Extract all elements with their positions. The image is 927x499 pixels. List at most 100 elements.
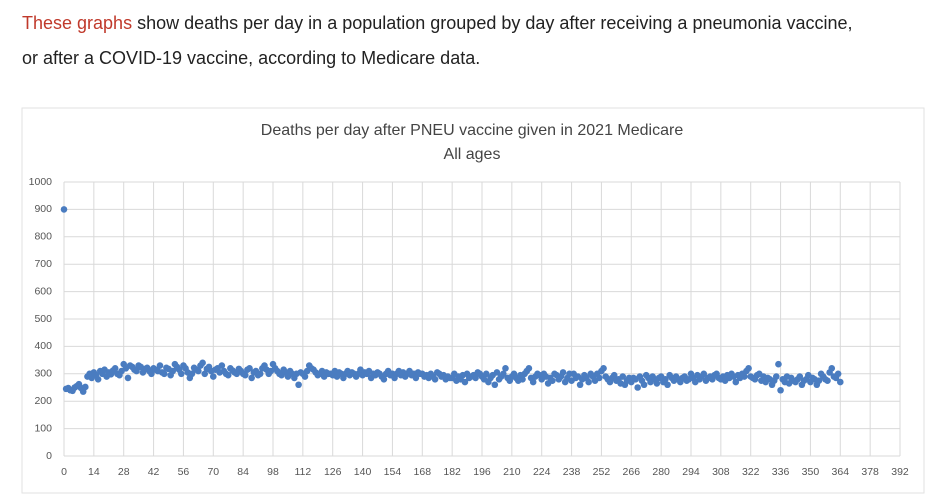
intro-line-2: or after a COVID-19 vaccine, according t… xyxy=(22,48,481,68)
data-point xyxy=(295,381,302,389)
data-point xyxy=(640,381,648,389)
data-point xyxy=(610,371,618,379)
x-tick-label: 154 xyxy=(384,466,402,478)
x-tick-label: 112 xyxy=(294,466,311,478)
data-point xyxy=(461,378,469,386)
data-point xyxy=(502,365,509,372)
data-point xyxy=(828,365,836,372)
data-point xyxy=(169,367,177,375)
data-point xyxy=(218,362,226,369)
data-point xyxy=(836,378,844,386)
data-point xyxy=(124,374,132,382)
data-point xyxy=(796,373,804,380)
data-point xyxy=(834,370,842,378)
x-tick-label: 98 xyxy=(267,466,279,478)
data-point xyxy=(600,365,607,372)
data-point xyxy=(700,370,708,378)
data-point xyxy=(241,371,249,379)
y-tick-label: 200 xyxy=(34,395,52,407)
y-tick-label: 400 xyxy=(34,340,52,352)
intro-text: These graphs show deaths per day in a po… xyxy=(22,6,922,76)
data-point xyxy=(160,370,168,378)
data-point xyxy=(156,362,164,369)
chart-title: Deaths per day after PNEU vaccine given … xyxy=(261,122,684,139)
data-point xyxy=(60,206,68,213)
data-point xyxy=(380,375,388,383)
x-tick-label: 196 xyxy=(473,466,491,478)
x-tick-label: 84 xyxy=(237,466,249,478)
x-tick-label: 252 xyxy=(593,466,611,478)
data-point xyxy=(482,370,490,378)
data-point xyxy=(256,370,264,378)
data-point xyxy=(664,381,671,389)
data-point xyxy=(741,373,748,380)
x-tick-label: 266 xyxy=(623,466,641,478)
chart-subtitle: All ages xyxy=(444,146,501,163)
x-tick-label: 322 xyxy=(742,466,760,478)
x-tick-label: 126 xyxy=(324,466,342,478)
x-tick-label: 28 xyxy=(118,466,130,478)
intro-line-1: show deaths per day in a population grou… xyxy=(132,13,853,33)
data-point xyxy=(199,359,206,367)
y-tick-label: 800 xyxy=(34,231,52,243)
x-tick-label: 280 xyxy=(652,466,670,478)
x-tick-label: 378 xyxy=(861,466,879,478)
x-tick-label: 182 xyxy=(443,466,461,478)
data-point xyxy=(431,375,439,383)
data-point xyxy=(133,367,140,375)
data-point xyxy=(246,365,253,372)
x-tick-label: 168 xyxy=(414,466,432,478)
data-point xyxy=(773,373,780,380)
data-point xyxy=(224,371,232,379)
x-tick-label: 42 xyxy=(148,466,160,478)
chart-frame xyxy=(21,107,925,494)
data-point xyxy=(549,377,556,384)
data-point xyxy=(653,380,661,387)
x-tick-label: 56 xyxy=(178,466,190,478)
x-tick-label: 224 xyxy=(533,466,551,478)
data-point xyxy=(745,365,752,372)
data-point xyxy=(177,370,185,378)
data-point xyxy=(472,374,479,382)
y-tick-label: 900 xyxy=(34,203,52,215)
data-point xyxy=(576,381,584,389)
x-tick-label: 238 xyxy=(563,466,581,478)
data-point xyxy=(634,384,641,391)
data-point xyxy=(662,375,669,383)
data-point xyxy=(209,373,217,380)
data-point xyxy=(195,367,202,375)
x-tick-label: 140 xyxy=(354,466,372,478)
data-point xyxy=(500,370,507,378)
data-point xyxy=(585,378,592,386)
data-point xyxy=(824,377,831,384)
x-tick-label: 70 xyxy=(207,466,219,478)
data-point xyxy=(248,374,255,382)
x-tick-label: 336 xyxy=(772,466,790,478)
y-tick-label: 1000 xyxy=(29,176,53,188)
y-tick-label: 500 xyxy=(34,313,52,325)
data-point xyxy=(491,381,499,389)
data-point xyxy=(412,374,420,382)
data-point xyxy=(111,365,119,372)
data-point xyxy=(148,370,155,378)
x-tick-label: 14 xyxy=(88,466,100,478)
y-tick-label: 0 xyxy=(46,450,52,462)
data-point xyxy=(619,373,627,380)
data-point xyxy=(732,378,740,386)
x-tick-label: 210 xyxy=(503,466,521,478)
data-point xyxy=(595,374,603,382)
link[interactable]: These graphs xyxy=(22,13,133,33)
x-tick-label: 350 xyxy=(802,466,820,478)
data-point xyxy=(188,370,196,378)
x-tick-label: 308 xyxy=(712,466,730,478)
data-point xyxy=(493,369,501,376)
x-tick-label: 364 xyxy=(832,466,850,478)
data-point xyxy=(777,386,784,394)
x-tick-label: 0 xyxy=(61,466,67,478)
data-point xyxy=(301,373,309,380)
y-tick-label: 700 xyxy=(34,258,52,270)
data-point xyxy=(82,383,89,391)
y-tick-label: 300 xyxy=(34,368,52,380)
